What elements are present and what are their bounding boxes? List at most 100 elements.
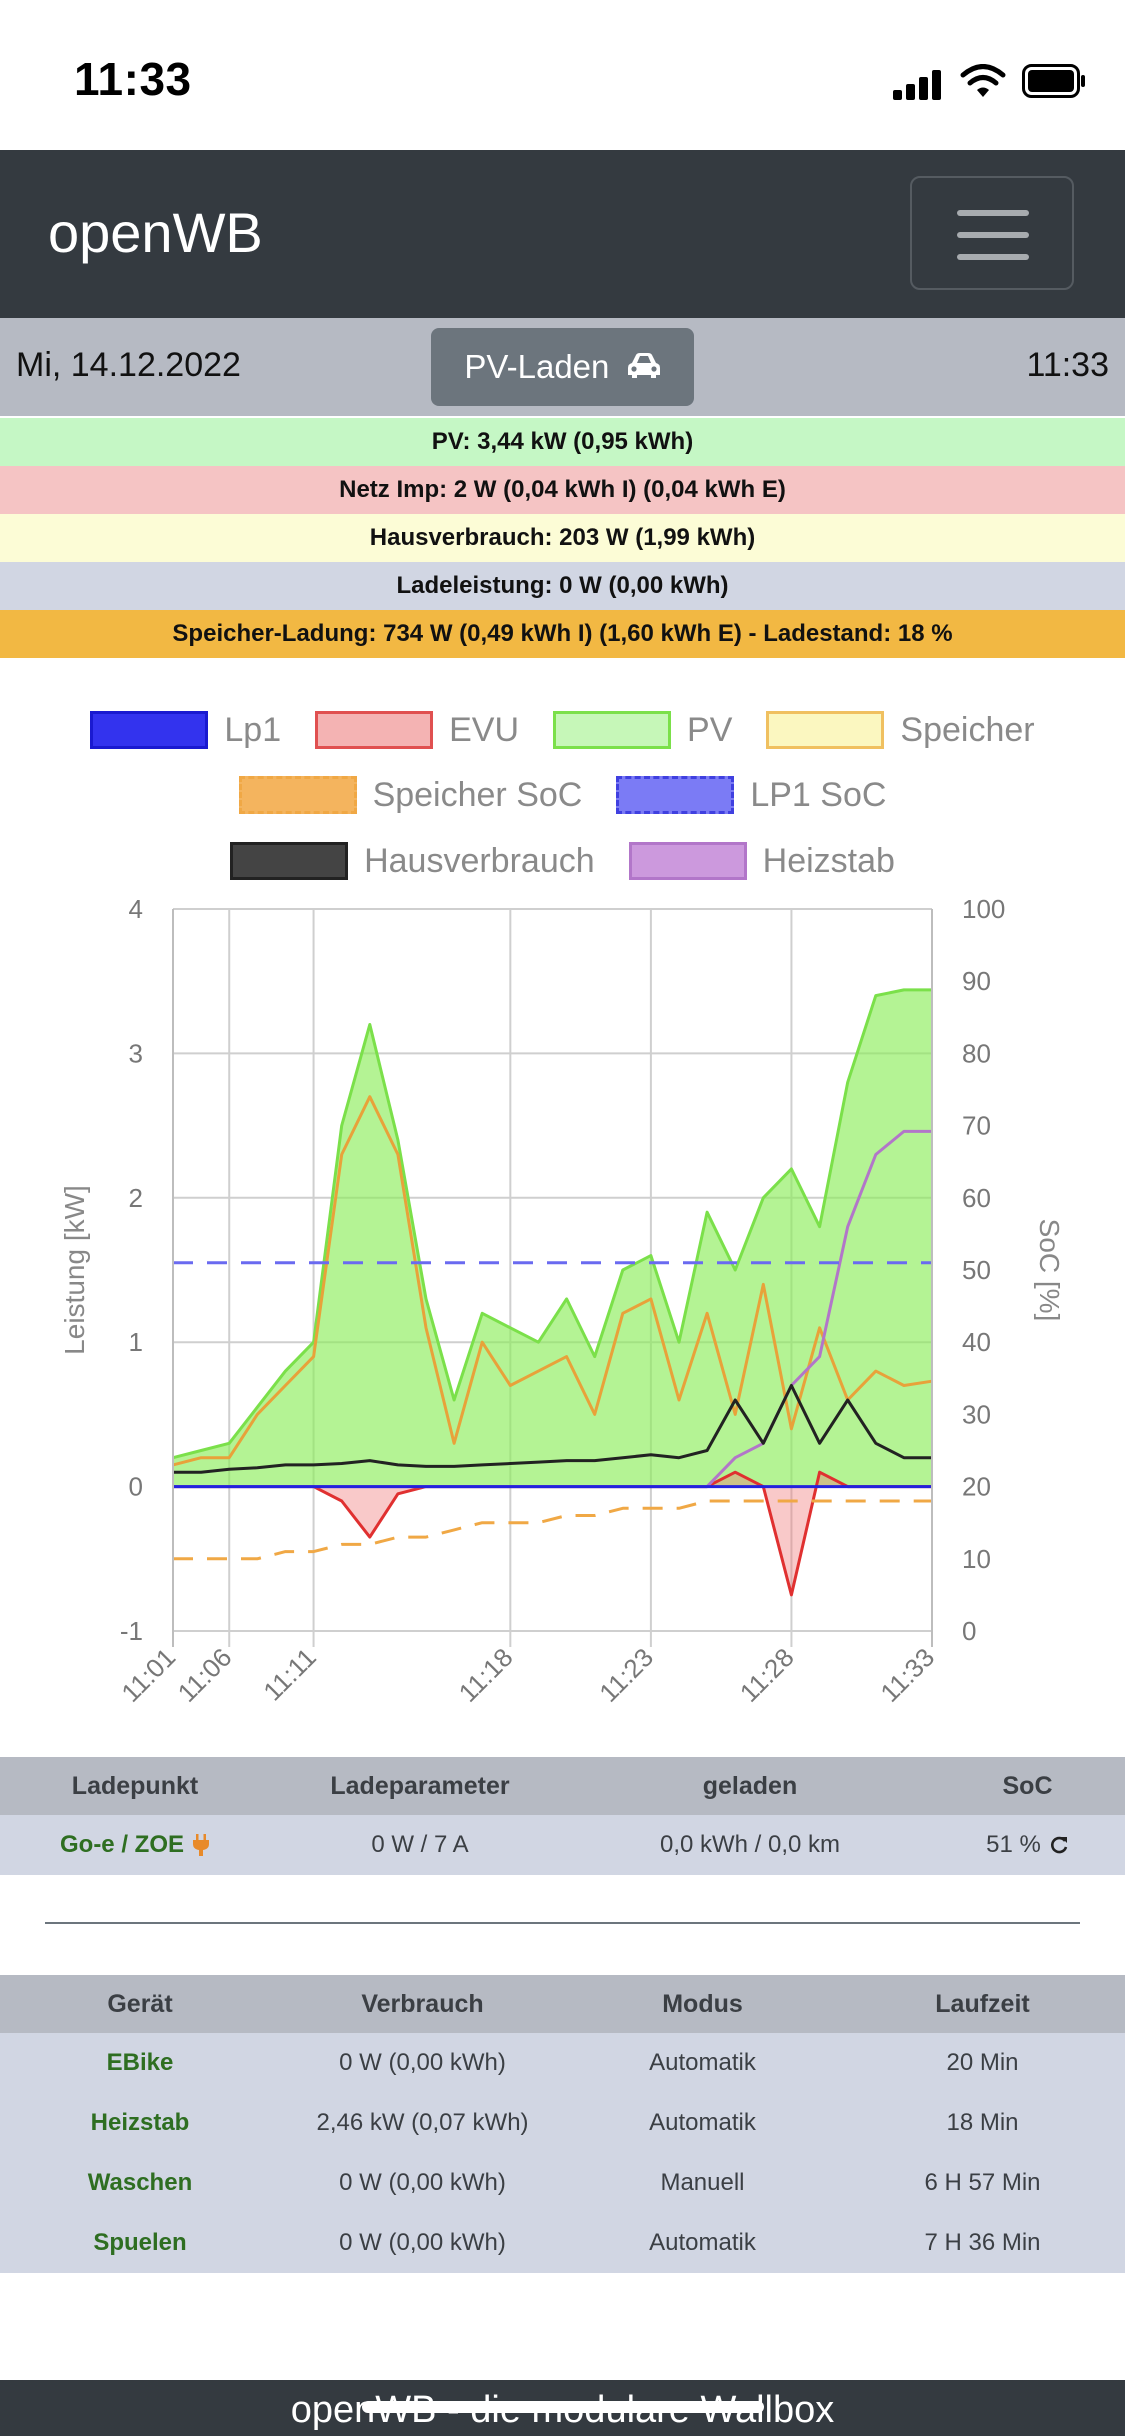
chart-legend-row-2: Speicher SoC LP1 SoC bbox=[0, 773, 1125, 817]
x-tick-label: 11:23 bbox=[593, 1642, 659, 1708]
device-modus[interactable]: Automatik bbox=[649, 2109, 756, 2136]
x-tick-label: 11:01 bbox=[115, 1642, 181, 1708]
y-tick-label: 3 bbox=[129, 1038, 143, 1068]
legend-swatch bbox=[628, 842, 747, 880]
menu-toggle-button[interactable] bbox=[910, 176, 1074, 290]
y2-tick-label: 0 bbox=[962, 1616, 976, 1646]
device-modus[interactable]: Automatik bbox=[649, 2229, 756, 2256]
lp-header-ladepunkt: Ladepunkt bbox=[71, 1771, 199, 1800]
device-modus[interactable]: Automatik bbox=[649, 2049, 756, 2076]
y-tick-label: 1 bbox=[129, 1327, 143, 1357]
legend-label: LP1 SoC bbox=[750, 775, 887, 814]
series-line-evu bbox=[173, 1470, 932, 1597]
y-tick-label: 4 bbox=[129, 894, 143, 924]
table-row: Spuelen 0 W (0,00 kWh) Automatik 7 H 36 … bbox=[0, 2213, 1125, 2273]
charge-mode-button[interactable]: PV-Laden bbox=[431, 328, 694, 406]
battery-icon bbox=[1022, 64, 1085, 98]
x-tick-label: 11:11 bbox=[257, 1642, 322, 1707]
x-tick-label: 11:28 bbox=[734, 1642, 800, 1708]
legend-item-heizstab[interactable]: Heizstab bbox=[628, 841, 895, 881]
table-row: Waschen 0 W (0,00 kWh) Manuell 6 H 57 Mi… bbox=[0, 2153, 1125, 2213]
y2-tick-label: 20 bbox=[962, 1472, 991, 1502]
lp-soc: 51 % bbox=[986, 1831, 1041, 1858]
netz-info-row: Netz Imp: 2 W (0,04 kWh I) (0,04 kWh E) bbox=[0, 466, 1125, 514]
device-name[interactable]: Waschen bbox=[87, 2169, 193, 2196]
navbar: openWB bbox=[0, 150, 1125, 318]
legend-item-speicher[interactable]: Speicher bbox=[766, 711, 1035, 750]
status-time: 11:33 bbox=[74, 53, 192, 105]
y2-axis-label: SoC [%] bbox=[1034, 1219, 1065, 1322]
legend-item-lp1-soc[interactable]: LP1 SoC bbox=[616, 776, 886, 815]
lp-name-cell[interactable]: Go-e / ZOE bbox=[0, 1815, 270, 1875]
series-line-speicher bbox=[172, 1095, 933, 1467]
cellular-signal-icon bbox=[893, 70, 945, 100]
device-name[interactable]: Heizstab bbox=[90, 2109, 190, 2136]
x-tick-label: 11:06 bbox=[172, 1642, 238, 1708]
y2-tick-label: 60 bbox=[962, 1183, 991, 1213]
current-time: 11:33 bbox=[1026, 346, 1109, 384]
device-laufzeit: 7 H 36 Min bbox=[924, 2229, 1041, 2256]
charge-mode-label: PV-Laden bbox=[464, 348, 610, 385]
device-name[interactable]: Spuelen bbox=[93, 2229, 187, 2256]
lp-header-soc: SoC bbox=[1002, 1771, 1053, 1800]
y2-tick-label: 10 bbox=[962, 1544, 991, 1574]
legend-label: PV bbox=[687, 710, 733, 749]
lp-name: Go-e / ZOE bbox=[59, 1831, 184, 1858]
brand-title[interactable]: openWB bbox=[48, 201, 263, 264]
table-row: Go-e / ZOE 0 W / 7 A 0,0 kWh / 0,0 km 51… bbox=[0, 1815, 1125, 1875]
chart-legend-row-3: Hausverbrauch Heizstab bbox=[0, 839, 1125, 883]
legend-swatch bbox=[90, 711, 209, 749]
y2-tick-label: 50 bbox=[962, 1255, 991, 1285]
wifi-icon bbox=[960, 64, 1006, 97]
home-indicator[interactable] bbox=[362, 2401, 764, 2413]
divider bbox=[45, 1922, 1080, 1924]
lp-header-geladen: geladen bbox=[702, 1771, 798, 1800]
legend-item-speicher-soc[interactable]: Speicher SoC bbox=[238, 776, 582, 815]
legend-item-hausverbrauch[interactable]: Hausverbrauch bbox=[230, 842, 595, 881]
legend-swatch bbox=[553, 711, 672, 749]
device-laufzeit: 6 H 57 Min bbox=[924, 2169, 1041, 2196]
lp-geladen: 0,0 kWh / 0,0 km bbox=[659, 1831, 841, 1858]
series-line-hausverbrauch bbox=[173, 1384, 932, 1474]
legend-item-evu[interactable]: EVU bbox=[315, 711, 519, 750]
series-line-pv bbox=[172, 988, 932, 1460]
y2-tick-label: 40 bbox=[962, 1327, 991, 1357]
y2-tick-label: 100 bbox=[962, 894, 1005, 924]
legend-swatch bbox=[238, 776, 357, 814]
chart-legend-row-1: Lp1 EVU PV Speicher bbox=[0, 708, 1125, 752]
legend-label: Hausverbrauch bbox=[364, 841, 595, 880]
legend-label: Lp1 bbox=[224, 710, 282, 749]
y-tick-label: 0 bbox=[129, 1472, 143, 1502]
x-tick-label: 11:33 bbox=[874, 1642, 940, 1708]
dev-header-modus: Modus bbox=[662, 1989, 743, 2018]
refresh-icon[interactable] bbox=[1049, 1835, 1069, 1855]
dev-header-verbrauch: Verbrauch bbox=[361, 1989, 484, 2018]
series-area-evu bbox=[173, 1472, 932, 1595]
device-laufzeit: 18 Min bbox=[946, 2109, 1019, 2136]
plug-icon bbox=[193, 1834, 209, 1856]
y2-tick-label: 80 bbox=[962, 1038, 991, 1068]
legend-label: EVU bbox=[449, 710, 520, 749]
legend-label: Heizstab bbox=[762, 841, 895, 880]
y-axis-label: Leistung [kW] bbox=[59, 1185, 90, 1355]
device-name[interactable]: EBike bbox=[106, 2049, 174, 2076]
series-line-speicher-soc bbox=[173, 1499, 932, 1561]
device-modus[interactable]: Manuell bbox=[660, 2169, 745, 2196]
legend-swatch bbox=[616, 776, 735, 814]
device-table-header: Gerät Verbrauch Modus Laufzeit bbox=[0, 1975, 1125, 2033]
lp-soc-cell: 51 % bbox=[930, 1815, 1125, 1875]
legend-item-pv[interactable]: PV bbox=[553, 711, 732, 750]
device-verbrauch: 2,46 kW (0,07 kWh) bbox=[316, 2109, 529, 2136]
lp-header-ladeparameter: Ladeparameter bbox=[330, 1771, 510, 1800]
series-area-pv bbox=[173, 989, 932, 1487]
pv-info-row: PV: 3,44 kW (0,95 kWh) bbox=[0, 418, 1125, 466]
ladeleistung-info-row: Ladeleistung: 0 W (0,00 kWh) bbox=[0, 562, 1125, 610]
date-bar: Mi, 14.12.2022 PV-Laden 11:33 bbox=[0, 318, 1125, 416]
table-row: Heizstab 2,46 kW (0,07 kWh) Automatik 18… bbox=[0, 2093, 1125, 2153]
lp-param: 0 W / 7 A bbox=[371, 1831, 469, 1858]
legend-item-lp1[interactable]: Lp1 bbox=[90, 711, 281, 750]
y2-tick-label: 30 bbox=[962, 1399, 991, 1429]
car-icon bbox=[627, 353, 660, 379]
speicher-info-row: Speicher-Ladung: 734 W (0,49 kWh I) (1,6… bbox=[0, 610, 1125, 658]
